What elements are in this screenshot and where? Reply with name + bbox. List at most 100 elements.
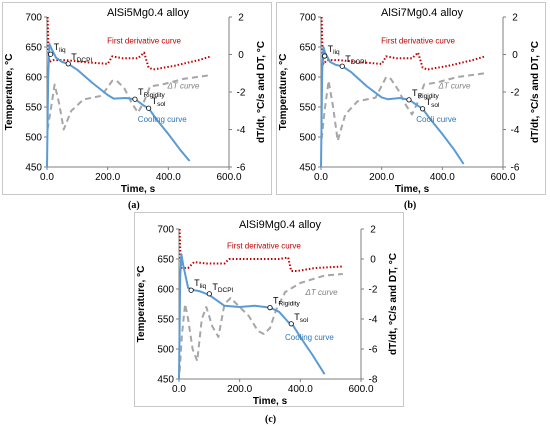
- series-cooling-curve: [320, 46, 465, 168]
- y-tick-label: 500: [25, 133, 42, 144]
- annotation--t-curve: ΔT curve: [305, 288, 339, 297]
- marker-rigidity: [132, 96, 138, 102]
- x-axis-label: Time, s: [121, 184, 156, 195]
- series-first-derivative-curve: [178, 228, 343, 272]
- chart-c-svg: AlSi9Mg0.4 alloy 450 500 550 600 650 700 -8 -6 -4…: [136, 219, 399, 407]
- caption-c: (c): [265, 414, 277, 425]
- chart-title: AlSi9Mg0.4 alloy: [239, 219, 321, 231]
- y-tick-label: 550: [25, 103, 42, 114]
- y-tick-label: 450: [25, 163, 42, 174]
- y-tick-label: 600: [25, 73, 42, 84]
- x-tick-label: 600.0: [216, 172, 241, 183]
- series--t-curve: [46, 74, 211, 131]
- x-tick-label: 400.0: [430, 172, 455, 183]
- y2-tick-label: -4: [511, 125, 520, 136]
- y2-axis-label: dT/dt, °C/s and DT, °C: [530, 41, 541, 143]
- x-tick-label: 200.0: [227, 384, 252, 395]
- y2-tick-label: -4: [369, 315, 378, 326]
- marker-dcpi: [206, 291, 212, 297]
- chart-a-svg: AlSi5Mg0.4 alloy 450 500 550 600 650 700 -6 -4 -2…: [4, 7, 267, 195]
- y-tick-label: 500: [299, 133, 316, 144]
- marker-liq: [322, 53, 328, 59]
- annotation--t-curve: ΔT curve: [166, 81, 200, 90]
- marker-label-rigidity: TRigidity: [138, 87, 166, 99]
- chart-title: AlSi7Mg0.4 alloy: [381, 7, 463, 19]
- chart-title: AlSi5Mg0.4 alloy: [107, 7, 189, 19]
- y-tick-label: 650: [157, 255, 174, 266]
- y2-tick-label: -2: [511, 88, 520, 99]
- series-first-derivative-curve: [320, 16, 486, 71]
- y2-tick-label: -6: [237, 163, 246, 174]
- y-tick-label: 650: [299, 43, 316, 54]
- x-axis-label: Time, s: [395, 184, 430, 195]
- y2-tick-label: -6: [511, 163, 520, 174]
- marker-rigidity: [406, 97, 412, 103]
- chart-panel-b: AlSi7Mg0.4 alloy 450 500 550 600 650 700 -6 -4 -2…: [276, 2, 546, 195]
- marker-sol: [288, 321, 294, 327]
- marker-label-liq: Tliq: [194, 278, 206, 290]
- y2-tick-label: -4: [237, 125, 246, 136]
- series--t-curve: [178, 273, 343, 372]
- annotation-cooling-curve: Cooling curve: [285, 333, 334, 342]
- chart-panel-a: AlSi5Mg0.4 alloy 450 500 550 600 650 700 -6 -4 -2…: [2, 2, 272, 195]
- x-tick-label: 0.0: [172, 384, 186, 395]
- marker-sol: [146, 105, 152, 111]
- x-tick-label: 600.0: [348, 384, 373, 395]
- marker-dcpi: [339, 63, 345, 69]
- y2-tick-label: 2: [238, 13, 244, 24]
- marker-label-liq: Tliq: [54, 42, 66, 54]
- caption-b: (b): [404, 200, 417, 211]
- caption-a: (a): [128, 200, 140, 211]
- y-tick-label: 650: [25, 43, 42, 54]
- marker-dcpi: [65, 61, 71, 67]
- x-tick-label: 0.0: [314, 172, 328, 183]
- series--t-curve: [320, 72, 485, 142]
- marker-label-sol: Tsol: [152, 96, 166, 108]
- series-cooling-curve: [46, 43, 191, 168]
- annotation-cooli-curve: Cooli curve: [416, 115, 457, 124]
- y-tick-label: 700: [299, 13, 316, 24]
- x-axis-label: Time, s: [253, 396, 288, 407]
- series-cooling-curve: [178, 253, 326, 380]
- annotation-cooling-curve: Cooling curve: [138, 115, 187, 124]
- y2-tick-label: 2: [512, 13, 518, 24]
- y2-axis-label: dT/dt, °C/s and DT, °C: [388, 253, 399, 355]
- y2-tick-label: 2: [370, 225, 376, 236]
- y2-tick-label: -2: [369, 285, 378, 296]
- marker-label-rigidity: TRigidity: [273, 296, 301, 308]
- x-tick-label: 400.0: [156, 172, 181, 183]
- y2-tick-label: 0: [370, 255, 376, 266]
- y2-axis-label: dT/dt, °C/s and DT, °C: [256, 41, 267, 143]
- x-tick-label: 200.0: [95, 172, 120, 183]
- marker-liq: [48, 51, 54, 57]
- y-tick-label: 600: [157, 285, 174, 296]
- y2-tick-label: -2: [237, 88, 246, 99]
- y2-tick-label: 0: [512, 50, 518, 61]
- x-tick-label: 0.0: [40, 172, 54, 183]
- x-tick-label: 200.0: [369, 172, 394, 183]
- marker-rigidity: [267, 305, 273, 311]
- chart-panel-c: AlSi9Mg0.4 alloy 450 500 550 600 650 700 -8 -6 -4…: [134, 212, 404, 407]
- y-tick-label: 550: [157, 315, 174, 326]
- annotation-first-derivative-curve: First derivative curve: [107, 36, 181, 45]
- annotation--t-curve: ΔT curve: [437, 81, 471, 90]
- y-axis-label: Temperature, °C: [4, 54, 15, 131]
- marker-label-dcpi: TDCPI: [71, 52, 92, 64]
- marker-sol: [420, 106, 426, 112]
- annotation-first-derivative-curve: First derivative curve: [381, 36, 455, 45]
- y-tick-label: 450: [299, 163, 316, 174]
- chart-b-svg: AlSi7Mg0.4 alloy 450 500 550 600 650 700 -6 -4 -2…: [278, 7, 541, 195]
- marker-label-dcpi: TDCPI: [212, 282, 233, 294]
- y2-tick-label: -8: [369, 375, 378, 386]
- y-tick-label: 450: [157, 375, 174, 386]
- marker-label-dcpi: TDCPI: [345, 54, 366, 66]
- y2-tick-label: 0: [238, 50, 244, 61]
- y-axis-label: Temperature, °C: [278, 54, 289, 131]
- marker-label-liq: Tliq: [328, 44, 340, 56]
- marker-liq: [188, 287, 194, 293]
- marker-label-rigidity: TRigidity: [412, 88, 440, 100]
- x-tick-label: 600.0: [490, 172, 515, 183]
- y-tick-label: 700: [25, 13, 42, 24]
- y2-tick-label: -6: [369, 345, 378, 356]
- y-axis-label: Temperature, °C: [136, 266, 147, 343]
